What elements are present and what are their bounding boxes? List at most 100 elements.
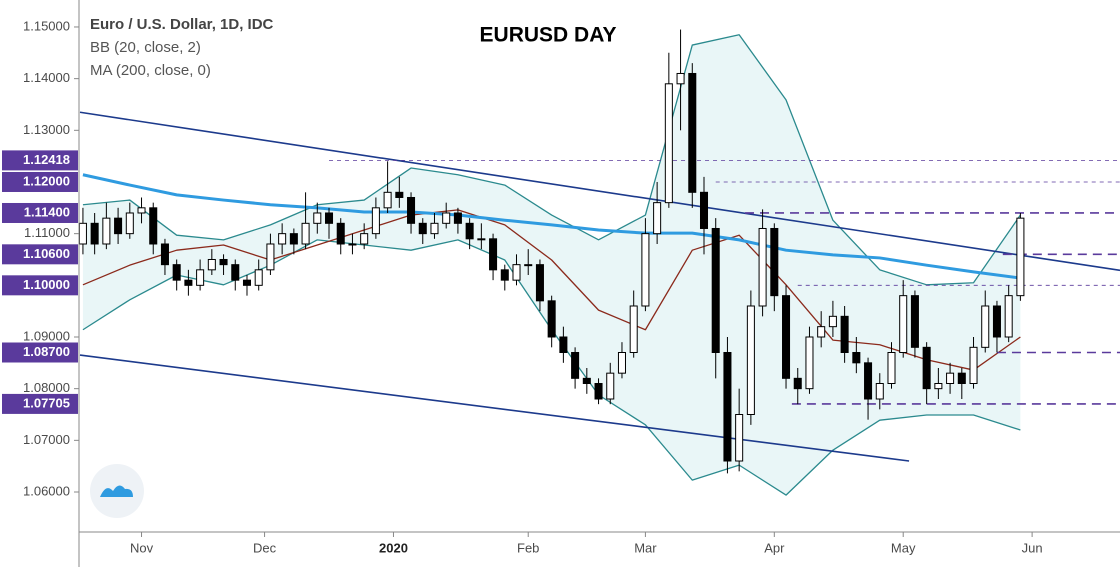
x-tick-label: Apr [764, 540, 785, 555]
x-tick-label: May [891, 540, 916, 555]
candle-body [887, 351, 896, 384]
candle-body [617, 351, 626, 374]
chart-title: EURUSD DAY [480, 24, 617, 47]
candle-body [266, 243, 275, 271]
candle-body [149, 207, 158, 245]
candle-body [1004, 295, 1013, 338]
candle-body [934, 382, 943, 390]
symbol-header: Euro / U.S. Dollar, 1D, IDC [90, 16, 274, 33]
candle-body [524, 264, 533, 267]
candle-body [1016, 217, 1025, 297]
candle-body [922, 346, 931, 390]
candle-body [946, 372, 955, 384]
x-tick-label: Nov [130, 540, 154, 555]
candle-body [78, 222, 87, 245]
candle-body [582, 377, 591, 384]
candle-body [500, 269, 509, 281]
candle-body [231, 264, 240, 281]
candle-body [336, 222, 345, 245]
candle-body [430, 222, 439, 235]
candle-body [805, 336, 814, 390]
candle-body [676, 72, 685, 85]
candle-body [465, 222, 474, 240]
candle-body [828, 315, 837, 328]
candle-body [137, 207, 146, 214]
candle-body [348, 243, 357, 246]
candle-body [758, 227, 767, 307]
bb-header: BB (20, close, 2) [90, 39, 201, 56]
candle-body [313, 212, 322, 224]
candle-body [114, 217, 123, 235]
moving-average-200 [82, 173, 1021, 280]
level-label-box [2, 342, 78, 363]
candle-body [371, 207, 380, 235]
level-label-box [2, 244, 78, 265]
candle-body [383, 191, 392, 209]
y-tick-label: 1.13000 [23, 122, 70, 137]
candle-body [735, 414, 744, 462]
candle-body [957, 372, 966, 384]
candle-body [711, 227, 720, 353]
x-tick-label: 2020 [379, 540, 408, 555]
level-label: 1.11400 [24, 204, 70, 219]
candle-body [278, 233, 287, 245]
candle-body [840, 315, 849, 353]
candle-body [207, 258, 216, 271]
candle-body [442, 212, 451, 224]
level-label: 1.10000 [23, 277, 70, 292]
candle-body [629, 305, 638, 353]
candle-body [301, 222, 310, 245]
x-tick-label: Mar [634, 540, 657, 555]
candle-body [289, 233, 298, 245]
level-label-box [2, 275, 78, 296]
level-label: 1.08700 [23, 344, 70, 359]
y-tick-label: 1.15000 [23, 18, 70, 33]
candle-body [477, 238, 486, 241]
level-label-box [2, 150, 78, 171]
candle-body [324, 212, 334, 224]
candle-body [875, 382, 884, 400]
candle-body [770, 227, 779, 297]
candle-body [864, 362, 873, 400]
candle-body [360, 233, 369, 245]
candle-body [899, 295, 908, 353]
trendline [79, 354, 910, 462]
plot-area [78, 29, 1120, 496]
candle-body [160, 243, 169, 266]
candle-body [571, 351, 580, 379]
level-label-box [2, 171, 78, 192]
candle-body [184, 279, 193, 286]
candle-body [641, 233, 650, 307]
candle-body [992, 305, 1001, 338]
candle-body [817, 326, 826, 338]
candle-body [782, 295, 791, 379]
candle-body [219, 258, 228, 266]
candle-body [125, 212, 134, 235]
candle-body [547, 300, 556, 338]
y-tick-label: 1.14000 [23, 70, 70, 85]
level-label: 1.12000 [23, 173, 70, 188]
candle-body [512, 264, 521, 281]
candle-body [535, 264, 544, 302]
bollinger-upper [82, 34, 1021, 286]
candle-body [90, 222, 99, 245]
y-tick-label: 1.06000 [23, 483, 70, 498]
candle-body [910, 295, 919, 348]
y-tick-label: 1.11000 [24, 225, 70, 240]
y-tick-label: 1.08000 [23, 380, 70, 395]
candle-body [254, 269, 263, 286]
candle-body [746, 305, 755, 416]
candle-body [594, 382, 603, 400]
candle-body [688, 72, 697, 193]
y-tick-label: 1.09000 [23, 328, 70, 343]
level-label-box [2, 393, 78, 414]
candle-body [793, 377, 802, 390]
y-tick-label: 1.07000 [23, 432, 70, 447]
trendline [79, 111, 1120, 272]
candle-body [453, 212, 462, 224]
candle-body [699, 191, 709, 229]
candle-body [407, 196, 416, 224]
candle-body [418, 222, 427, 235]
